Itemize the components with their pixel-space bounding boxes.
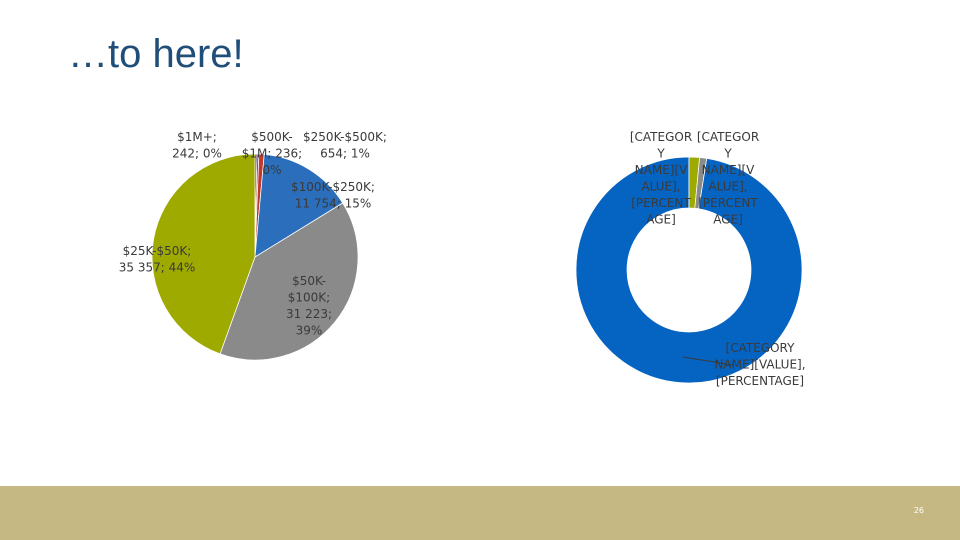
- pie-data-label: $1M+; 242; 0%: [172, 130, 222, 161]
- footer-band: 26: [0, 486, 960, 540]
- donut-leader-line: [682, 356, 734, 366]
- pie-data-label: $500K-$1M; 236; 0%: [242, 130, 302, 177]
- pie-slice: [254, 154, 344, 258]
- slide-title: …to here!: [68, 32, 244, 76]
- donut-slice: [694, 157, 708, 210]
- pie-data-label: $50K-$100K; 31 223; 39%: [286, 274, 332, 338]
- page-number: 26: [913, 506, 924, 515]
- donut-slice: [575, 156, 803, 384]
- pie-data-label: $100K-$250K; 11 754; 15%: [291, 180, 375, 211]
- pie-data-label: $25K-$50K; 35 357; 44%: [119, 244, 196, 275]
- pie-slice: [151, 153, 256, 355]
- pie-slice: [219, 202, 359, 361]
- pie-data-label: $250K-$500K; 654; 1%: [303, 130, 387, 161]
